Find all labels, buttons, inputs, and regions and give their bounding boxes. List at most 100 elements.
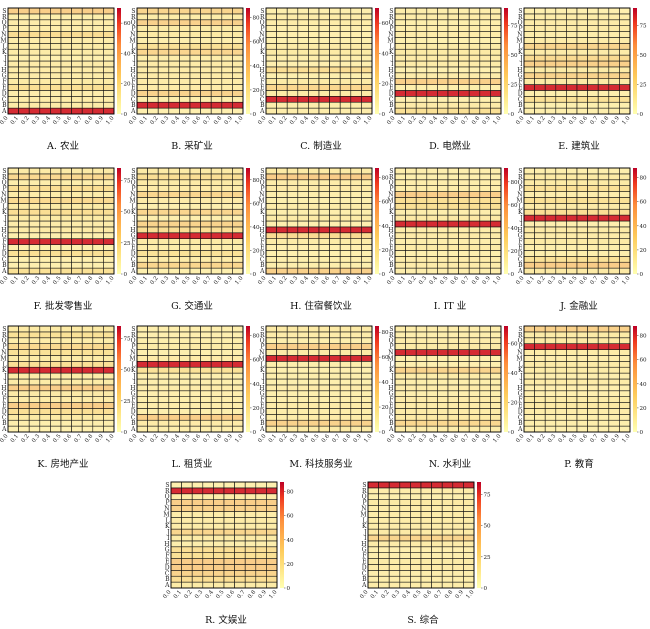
row-tick-label: L <box>261 203 265 210</box>
heatmap-cell <box>463 481 475 489</box>
panel-caption: S. 综合 <box>407 614 439 626</box>
heatmap-cell <box>361 185 373 192</box>
heatmap-cell <box>50 355 62 362</box>
x-tick-label: 0.8 <box>84 275 95 286</box>
heatmap-cell <box>468 167 481 175</box>
heatmap-cell <box>81 396 94 403</box>
row-tick-label: R <box>2 332 7 339</box>
heatmap-cell <box>576 372 588 380</box>
heatmap-cell <box>157 54 170 62</box>
heatmap-cell <box>339 203 352 210</box>
heatmap-cell <box>458 366 470 374</box>
heatmap-cell <box>339 337 352 344</box>
heatmap-cell <box>394 232 406 239</box>
heatmap-cell <box>168 37 180 44</box>
heatmap-cell <box>136 13 148 21</box>
heatmap-cell <box>60 349 72 356</box>
heatmap-cell <box>232 372 244 380</box>
heatmap-cell <box>191 493 204 500</box>
row-tick-label: D <box>2 408 7 415</box>
heatmap-cell <box>157 256 170 263</box>
row-tick-label: D <box>389 90 394 97</box>
heatmap-cell <box>179 179 191 186</box>
heatmap-cell <box>329 173 341 181</box>
heatmap-cell <box>28 84 41 91</box>
heatmap-cell <box>39 66 51 74</box>
row-tick-label: C <box>260 256 265 263</box>
heatmap-cell <box>399 540 411 548</box>
heatmap-cell <box>210 173 223 181</box>
heatmap-cell <box>266 505 278 512</box>
heatmap-cell <box>458 361 470 368</box>
heatmap-cell <box>426 372 438 380</box>
heatmap-cell <box>426 390 438 397</box>
heatmap-cell <box>92 101 104 109</box>
heatmap-cell <box>608 238 620 245</box>
heatmap-cell <box>329 238 341 245</box>
heatmap-cell <box>318 185 330 192</box>
heatmap-cell <box>587 7 599 15</box>
x-tick-label: 0.4 <box>205 589 216 600</box>
heatmap-cell <box>431 499 443 506</box>
heatmap-cell <box>50 390 62 397</box>
heatmap-cell <box>179 419 191 427</box>
heatmap-cell <box>210 197 223 204</box>
heatmap-cell <box>468 355 481 362</box>
heatmap-cell <box>308 54 320 62</box>
heatmap-cell <box>28 331 41 339</box>
heatmap-cell <box>157 173 170 181</box>
heatmap-cell <box>147 208 159 216</box>
heatmap-cell <box>60 378 72 386</box>
row-tick-label: S <box>389 8 393 15</box>
heatmap-cell <box>50 197 62 204</box>
heatmap-cell <box>447 7 459 15</box>
heatmap-cell <box>202 575 214 583</box>
heatmap-cell <box>221 173 233 181</box>
heatmap-cell <box>587 90 599 97</box>
x-tick-label: 0.8 <box>213 433 224 444</box>
heatmap-cell <box>147 7 159 15</box>
x-tick-label: 0.4 <box>429 433 440 444</box>
heatmap-cell <box>437 13 449 21</box>
heatmap-cell <box>399 487 411 495</box>
heatmap-cell <box>463 546 475 553</box>
heatmap-cell <box>523 378 535 386</box>
heatmap-cell <box>200 66 212 74</box>
heatmap-cell <box>597 244 610 251</box>
row-tick-label: M <box>360 511 366 518</box>
heatmap-cell <box>431 493 443 500</box>
heatmap-cell <box>18 425 30 433</box>
colorbar-tick-label: 0 <box>640 112 644 118</box>
heatmap-cell <box>232 107 244 115</box>
heatmap-cell <box>60 238 72 245</box>
heatmap-cell <box>415 19 428 26</box>
heatmap-cell <box>608 13 620 21</box>
heatmap-cell <box>308 325 320 333</box>
heatmap-cell <box>431 564 443 571</box>
heatmap-cell <box>157 343 170 350</box>
heatmap-cell <box>308 250 320 257</box>
heatmap-cell <box>308 101 320 109</box>
heatmap-cell <box>452 558 464 565</box>
heatmap-cell <box>468 66 481 74</box>
row-tick-label: A <box>1 426 7 433</box>
heatmap-cell <box>92 425 104 433</box>
x-tick-label: 0.7 <box>331 115 342 126</box>
heatmap-cell <box>350 414 362 421</box>
heatmap-cell <box>189 384 201 392</box>
heatmap-cell <box>297 378 309 386</box>
heatmap-cell <box>597 256 610 263</box>
heatmap-cell <box>81 244 94 251</box>
heatmap-cell <box>179 343 191 350</box>
panel-caption: C. 制造业 <box>300 140 341 152</box>
heatmap-cell <box>210 13 223 21</box>
heatmap-cell <box>50 173 62 181</box>
heatmap-cell <box>468 25 481 32</box>
heatmap-cell <box>200 372 212 380</box>
heatmap-cell <box>200 214 212 222</box>
heatmap-cell <box>452 564 464 571</box>
heatmap-cell <box>576 43 588 50</box>
heatmap-cell <box>7 378 19 386</box>
colorbar-tick-label: 60 <box>511 203 519 209</box>
heatmap-cell <box>213 540 225 548</box>
